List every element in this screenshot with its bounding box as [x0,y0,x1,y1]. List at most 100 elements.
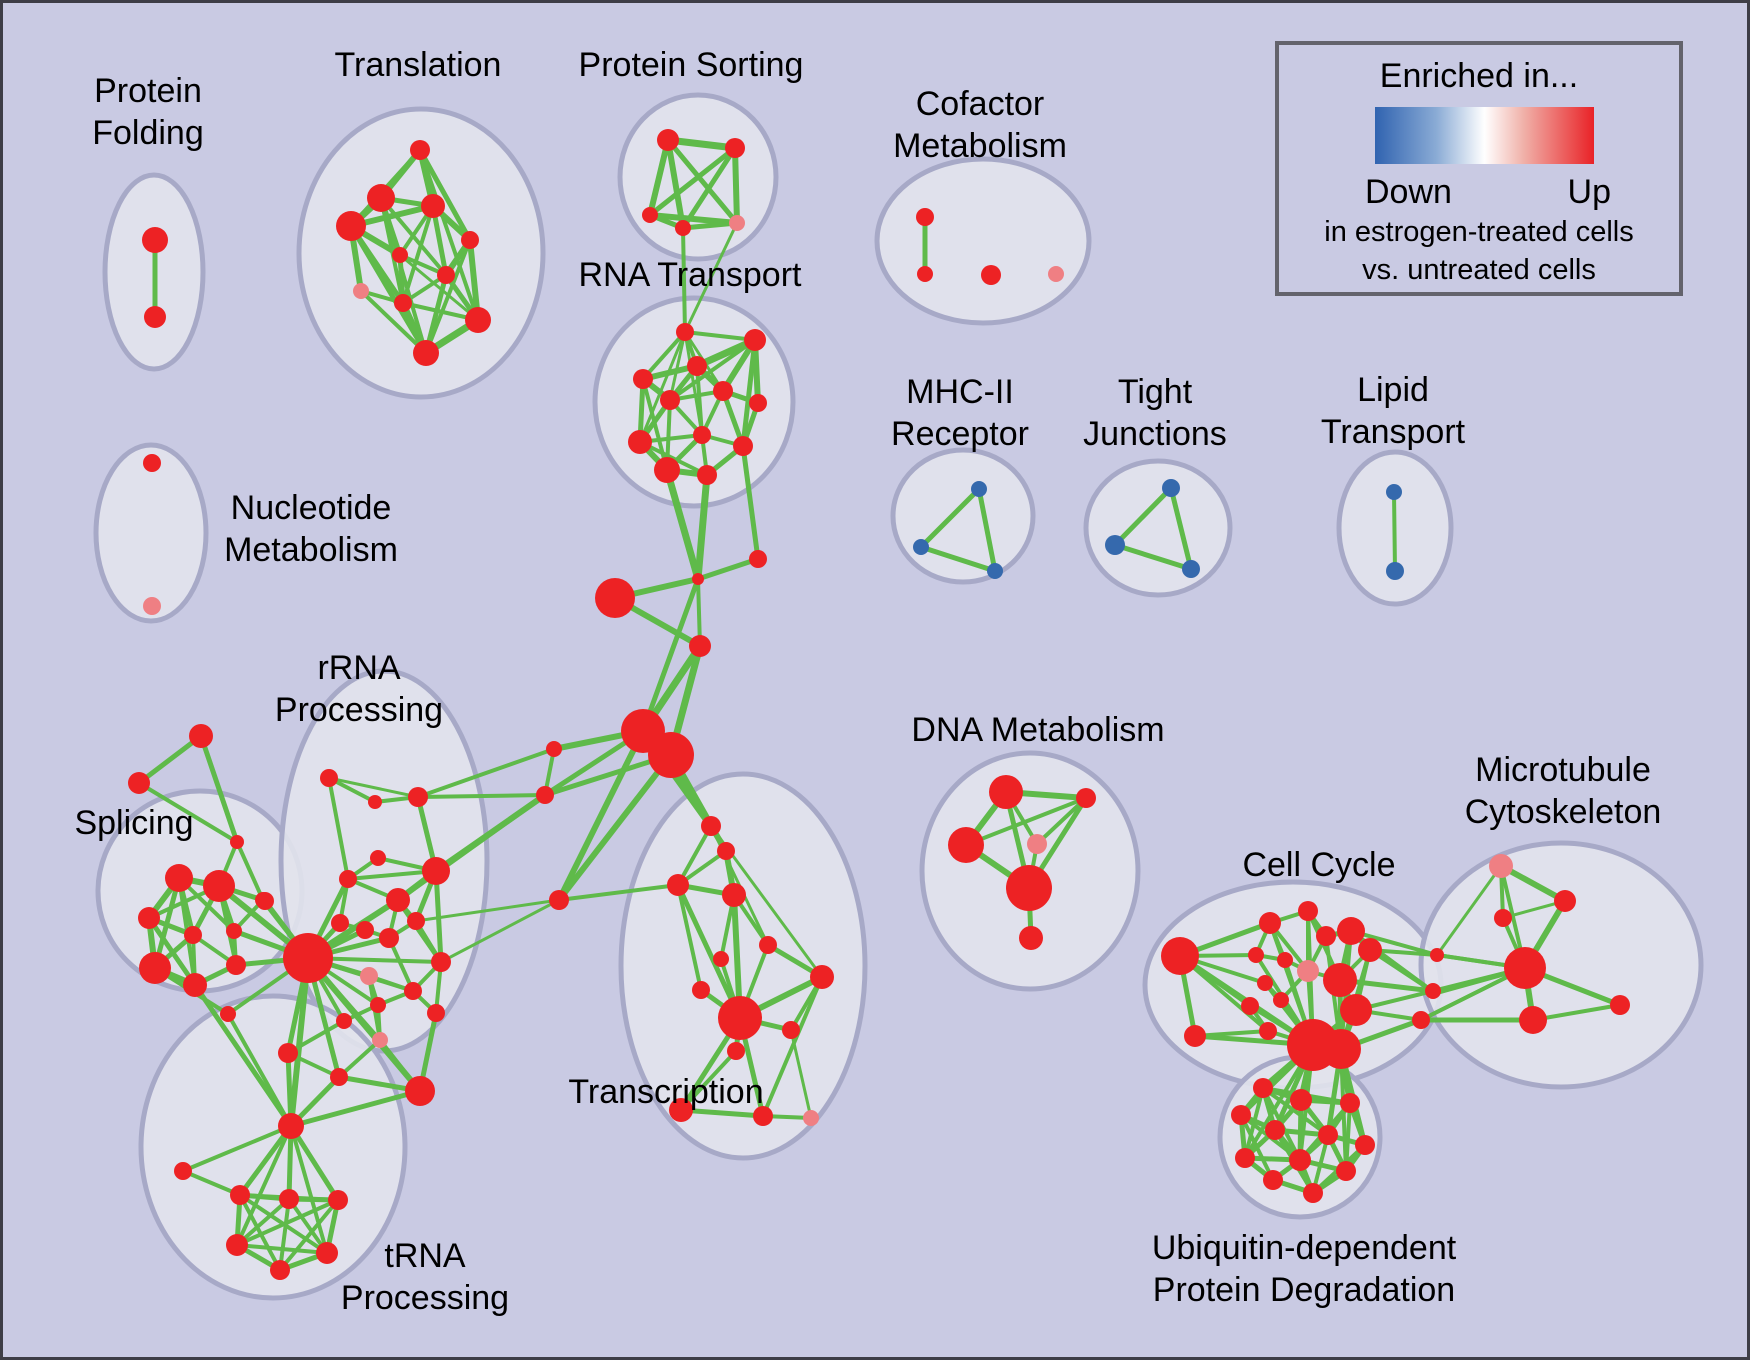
ubiquitin-degradation-node[interactable] [1318,1125,1338,1145]
dna-metabolism-node[interactable] [948,827,984,863]
rrna-processing-node[interactable] [372,1032,388,1048]
ubiquitin-degradation-node[interactable] [1336,1161,1356,1181]
transcription-node[interactable] [669,1098,693,1122]
cell-cycle-node[interactable] [1337,917,1365,945]
cofactor-metabolism-node[interactable] [1048,266,1064,282]
connector-node[interactable] [546,741,562,757]
cell-cycle-node[interactable] [1241,997,1259,1015]
microtubule-cytoskeleton-node[interactable] [1554,890,1576,912]
cell-cycle-node[interactable] [1161,937,1199,975]
rrna-processing-node[interactable] [256,892,274,910]
protein-sorting-node[interactable] [675,220,691,236]
splicing-node[interactable] [183,973,207,997]
splicing-node[interactable] [184,926,202,944]
cell-cycle-node[interactable] [1321,1029,1361,1069]
rna-transport-node[interactable] [733,436,753,456]
dna-metabolism-node[interactable] [1019,926,1043,950]
translation-node[interactable] [413,340,439,366]
microtubule-cytoskeleton-node[interactable] [1494,909,1512,927]
translation-node[interactable] [410,140,430,160]
rrna-processing-node[interactable] [278,1043,298,1063]
transcription-node[interactable] [667,874,689,896]
transcription-node[interactable] [810,965,834,989]
cell-cycle-node[interactable] [1340,994,1372,1026]
rna-transport-node[interactable] [628,430,652,454]
ubiquitin-degradation-node[interactable] [1265,1120,1285,1140]
cell-cycle-node[interactable] [1248,947,1264,963]
cell-cycle-node[interactable] [1259,912,1281,934]
transcription-node[interactable] [718,996,762,1040]
microtubule-cytoskeleton-node[interactable] [1519,1006,1547,1034]
ubiquitin-degradation-node[interactable] [1235,1148,1255,1168]
splicing-node[interactable] [139,952,171,984]
ubiquitin-degradation-node[interactable] [1340,1093,1360,1113]
protein-folding-node[interactable] [142,227,168,253]
translation-node[interactable] [367,184,395,212]
nucleotide-metabolism-node[interactable] [143,597,161,615]
cofactor-metabolism-node[interactable] [917,266,933,282]
dna-metabolism-node[interactable] [1076,788,1096,808]
trna-processing-node[interactable] [226,1234,248,1256]
mhc-ii-receptor-node[interactable] [987,563,1003,579]
rna-transport-node[interactable] [654,457,680,483]
rrna-processing-node[interactable] [320,769,338,787]
tight-junctions-node[interactable] [1182,560,1200,578]
translation-node[interactable] [394,294,412,312]
trna-processing-node[interactable] [270,1260,290,1280]
trna-processing-node[interactable] [316,1242,338,1264]
translation-node[interactable] [392,247,408,263]
tight-junctions-node[interactable] [1162,479,1180,497]
rrna-processing-node[interactable] [379,928,399,948]
rrna-processing-node[interactable] [431,952,451,972]
cell-cycle-node[interactable] [1358,938,1382,962]
dna-metabolism-node[interactable] [1027,834,1047,854]
rna-transport-node[interactable] [676,323,694,341]
cell-cycle-node[interactable] [1273,992,1289,1008]
transcription-node[interactable] [692,981,710,999]
ubiquitin-degradation-node[interactable] [1231,1105,1251,1125]
rna-transport-node[interactable] [660,390,680,410]
rna-transport-node[interactable] [693,426,711,444]
cell-cycle-node[interactable] [1323,963,1357,997]
splicing-node[interactable] [230,835,244,849]
transcription-node[interactable] [753,1106,773,1126]
splicing-node[interactable] [203,870,235,902]
cell-cycle-node[interactable] [1277,952,1293,968]
rna-transport-node[interactable] [749,394,767,412]
lipid-transport-node[interactable] [1386,484,1402,500]
rrna-processing-node[interactable] [283,933,333,983]
translation-node[interactable] [353,283,369,299]
rna-transport-node[interactable] [744,329,766,351]
splicing-node[interactable] [138,907,160,929]
microtubule-cytoskeleton-node[interactable] [1412,1011,1430,1029]
trna-processing-node[interactable] [328,1190,348,1210]
rrna-processing-node[interactable] [339,870,357,888]
rna-transport-node[interactable] [633,369,653,389]
rrna-processing-node[interactable] [386,888,410,912]
connector-node[interactable] [595,578,635,618]
ubiquitin-degradation-node[interactable] [1263,1170,1283,1190]
microtubule-cytoskeleton-node[interactable] [1425,983,1441,999]
microtubule-cytoskeleton-node[interactable] [1610,995,1630,1015]
cell-cycle-node[interactable] [1257,975,1273,991]
transcription-node[interactable] [701,816,721,836]
rrna-processing-node[interactable] [336,1013,352,1029]
ubiquitin-degradation-node[interactable] [1303,1183,1323,1203]
transcription-node[interactable] [713,951,729,967]
splicing-node[interactable] [165,864,193,892]
protein-folding-node[interactable] [144,306,166,328]
connector-node[interactable] [536,786,554,804]
rrna-processing-node[interactable] [427,1004,445,1022]
protein-sorting-node[interactable] [657,129,679,151]
transcription-node[interactable] [759,936,777,954]
translation-node[interactable] [461,231,479,249]
rna-transport-node[interactable] [697,465,717,485]
translation-node[interactable] [437,266,455,284]
trna-processing-node[interactable] [230,1185,250,1205]
splicing-node[interactable] [189,724,213,748]
dna-metabolism-node[interactable] [1006,865,1052,911]
transcription-node[interactable] [803,1110,819,1126]
trna-processing-node[interactable] [174,1162,192,1180]
transcription-node[interactable] [722,883,746,907]
mhc-ii-receptor-node[interactable] [913,539,929,555]
